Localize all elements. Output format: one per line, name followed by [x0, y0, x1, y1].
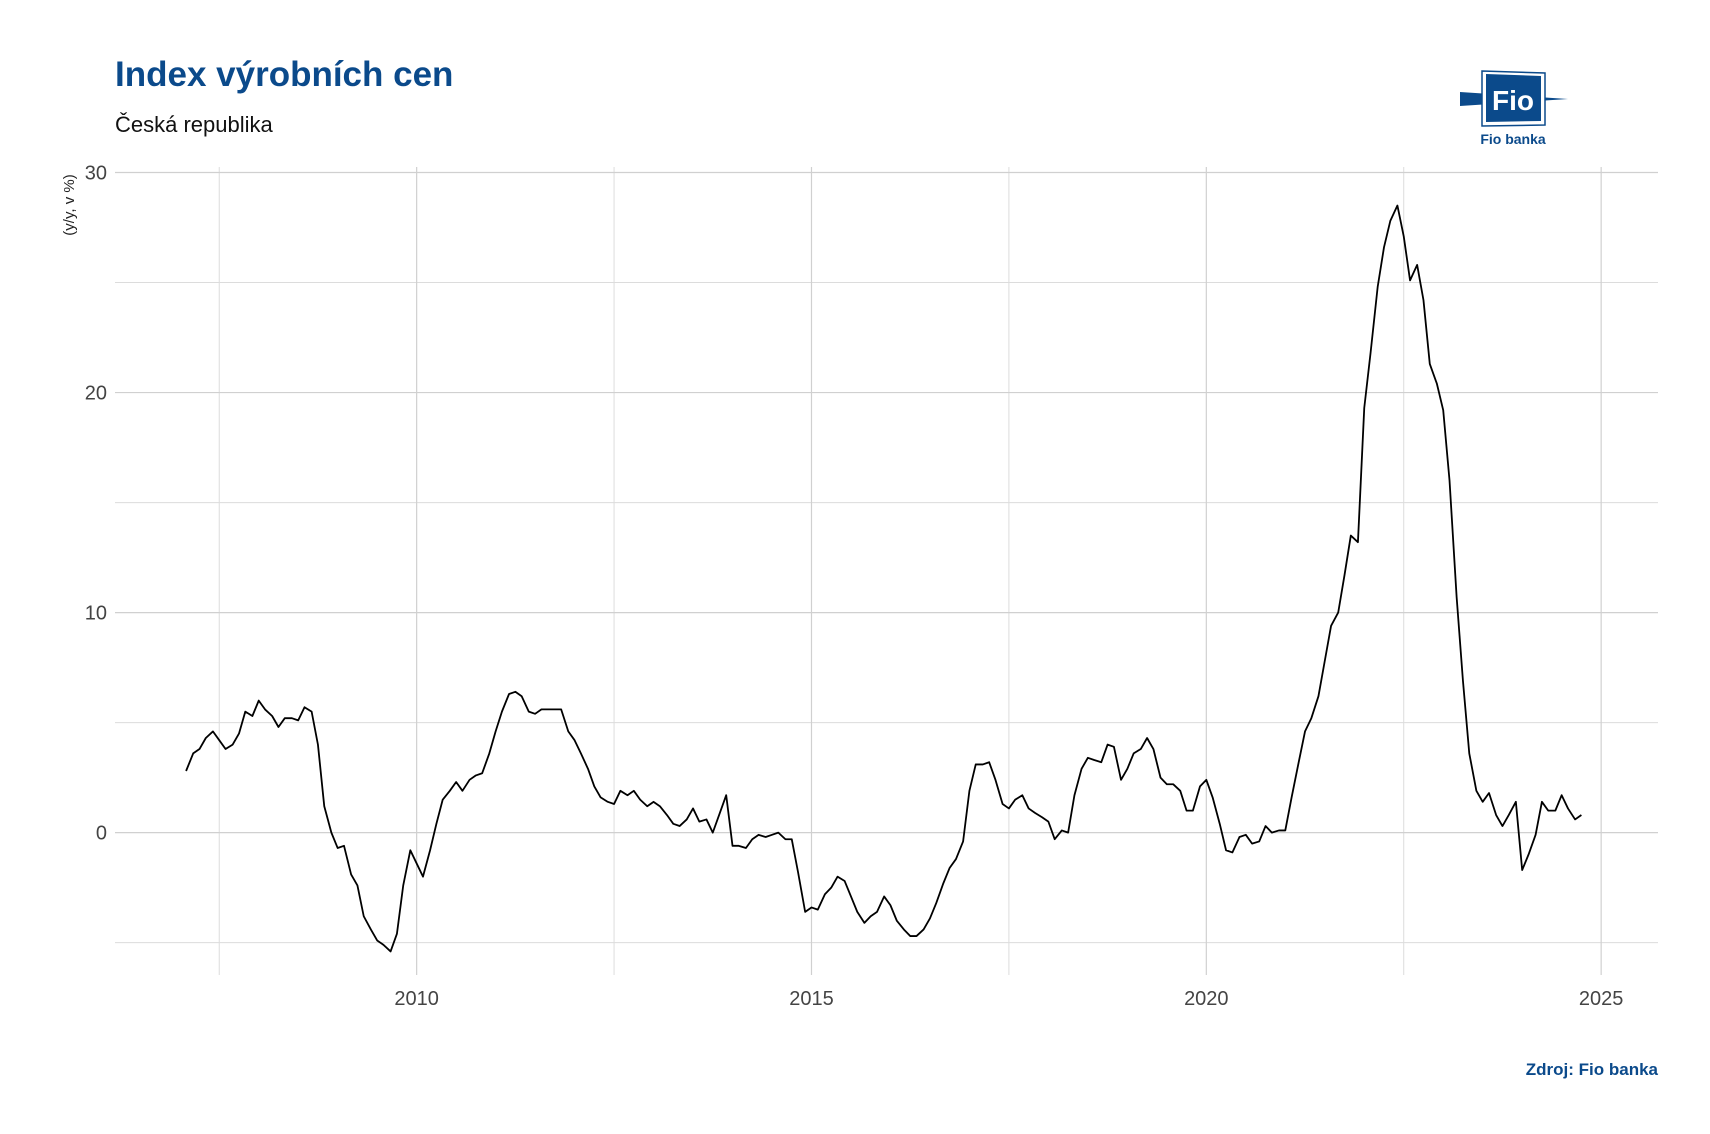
y-tick-label: 0 — [96, 823, 107, 845]
logo: Fio Fio banka — [1460, 70, 1568, 147]
x-tick-label: 2015 — [789, 988, 834, 1010]
y-tick-label: 20 — [85, 383, 107, 405]
chart-subtitle: Česká republika — [115, 112, 274, 137]
chart-title: Index výrobních cen — [115, 55, 453, 94]
y-axis-label: (y/y, v %) — [61, 174, 78, 235]
logo-flag — [1486, 74, 1541, 122]
logo-name: Fio banka — [1480, 131, 1546, 147]
x-tick-label: 2010 — [394, 988, 439, 1010]
logo-mark: Fio — [1492, 85, 1534, 116]
source: Zdroj: Fio banka — [1526, 1060, 1659, 1079]
data-line — [185, 204, 1582, 953]
x-tick-label: 2020 — [1184, 988, 1229, 1010]
y-tick-label: 30 — [85, 163, 107, 185]
x-tick-label: 2025 — [1579, 988, 1624, 1010]
y-tick-label: 10 — [85, 603, 107, 625]
